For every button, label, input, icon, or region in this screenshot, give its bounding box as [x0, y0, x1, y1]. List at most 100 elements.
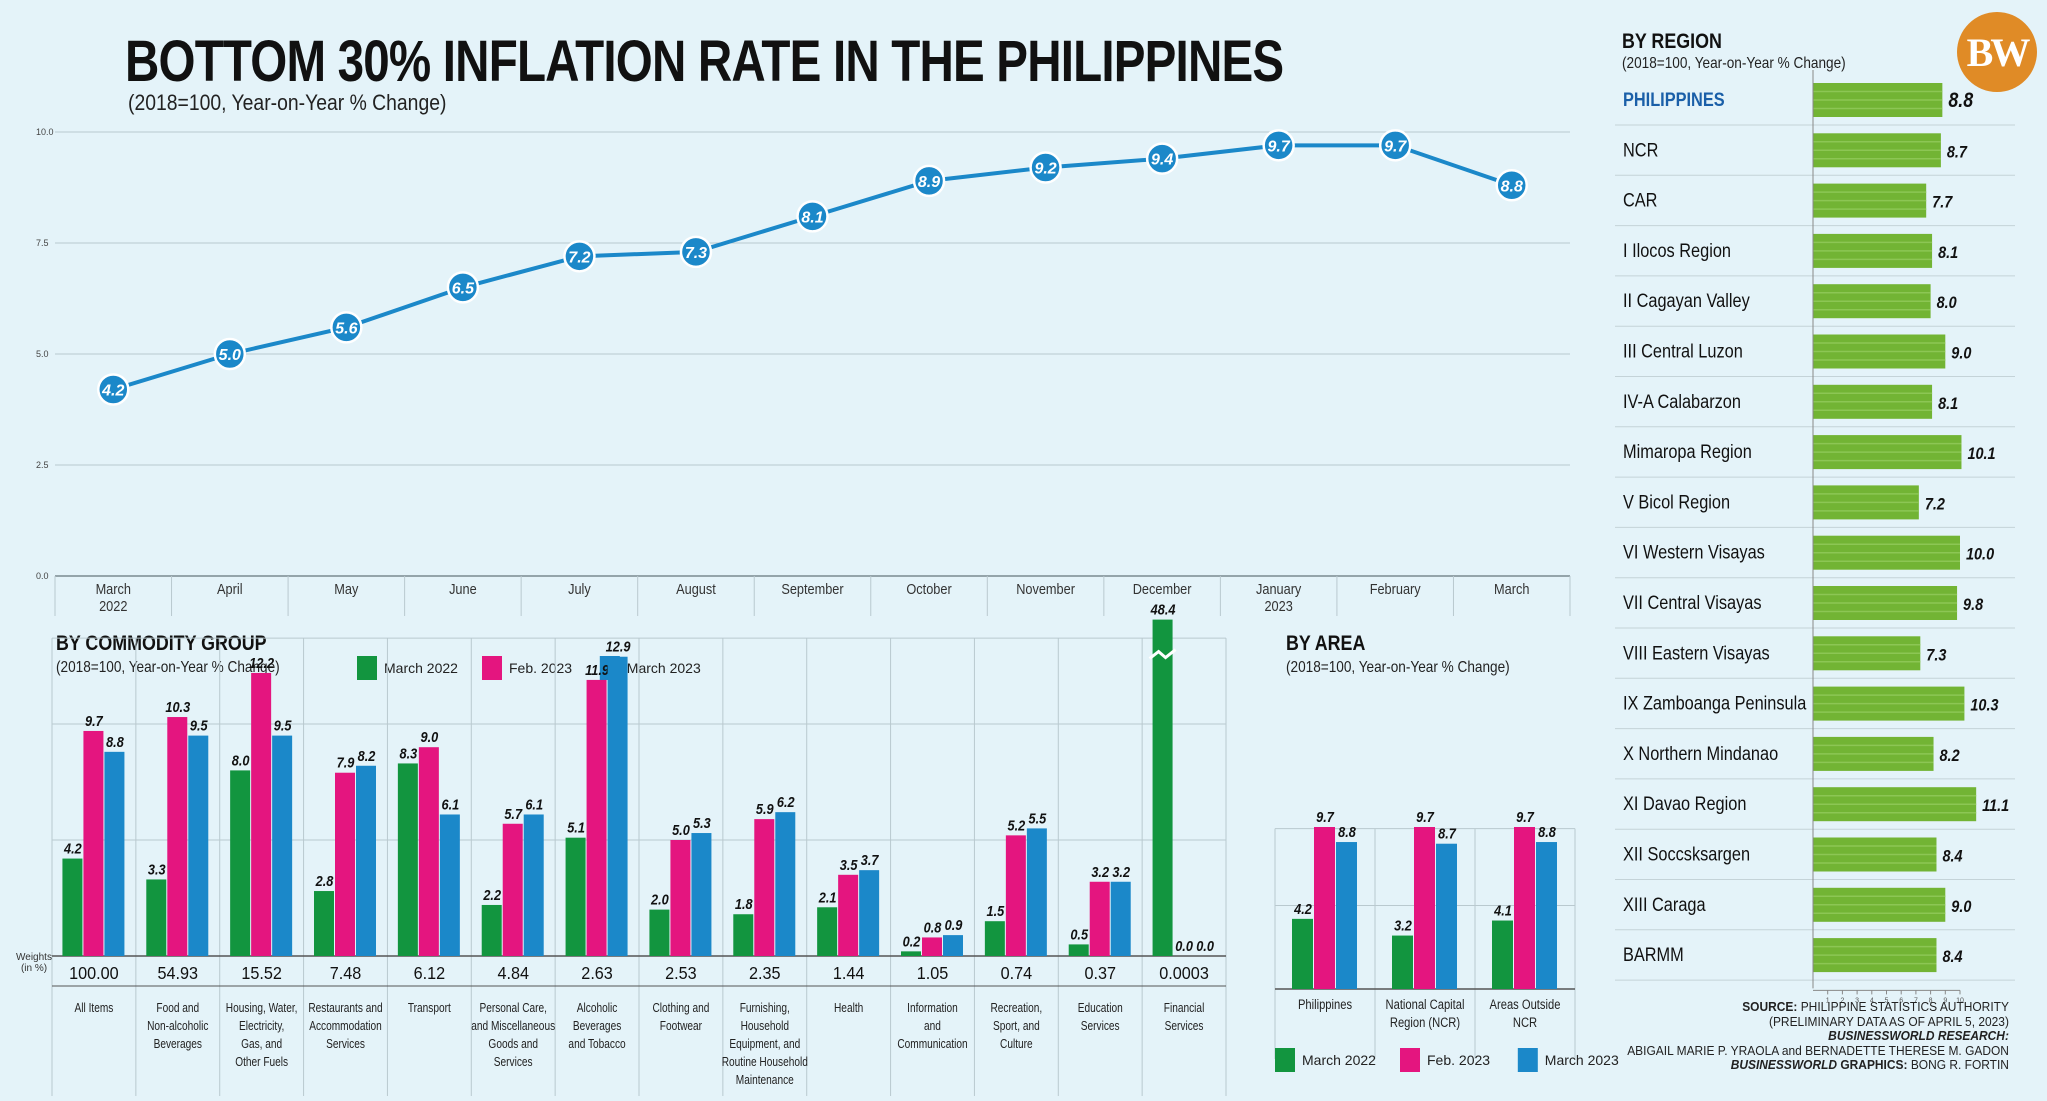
category-label: Housing, Water,: [226, 1001, 298, 1015]
data-label: 5.2: [1007, 816, 1025, 833]
y-tick-label: 10.0: [36, 127, 54, 137]
data-label: 48.4: [1150, 601, 1176, 618]
data-label: 6.1: [441, 795, 459, 812]
data-label: 5.5: [1028, 809, 1046, 826]
area-legend-label: March 2023: [1545, 1052, 1619, 1068]
area-legend-swatch: [1275, 1048, 1295, 1072]
data-label: 8.1: [1938, 244, 1958, 262]
x-tick-label: July: [568, 580, 591, 597]
category-label: Culture: [1000, 1037, 1033, 1051]
data-label: 9.7: [1268, 138, 1291, 155]
data-label: 8.8: [1501, 178, 1523, 195]
graphics-label-a: BUSINESSWORLD: [1730, 1057, 1838, 1072]
x-tick-label: 7: [1914, 997, 1918, 1004]
data-label: 8.8: [1538, 823, 1556, 840]
category-label: Recreation,: [990, 1001, 1042, 1015]
bar: [1068, 944, 1089, 956]
region-label: CAR: [1623, 189, 1657, 210]
data-label: 9.7: [1316, 808, 1335, 825]
weight-value: 1.44: [833, 963, 865, 983]
x-tick-label: 3: [1855, 997, 1859, 1004]
data-label: 3.2: [1112, 863, 1130, 880]
data-label: 5.3: [693, 814, 711, 831]
data-label: 9.0: [1951, 898, 1971, 916]
y-tick-label: 5.0: [36, 349, 49, 359]
bar: [817, 907, 838, 956]
data-label: 11.1: [1982, 797, 2009, 815]
data-label: 8.1: [801, 209, 823, 226]
bar: [62, 858, 83, 956]
x-tick-label: 2022: [99, 597, 128, 614]
data-point: [1495, 169, 1528, 202]
x-tick-label: 2: [1840, 997, 1844, 1004]
data-label: 0.0: [1175, 937, 1193, 954]
data-label: 10.1: [1967, 445, 1995, 463]
data-point: [1378, 129, 1412, 162]
data-label: 10.3: [1970, 697, 1998, 715]
category-label: Sport, and: [993, 1019, 1040, 1033]
data-label: 8.4: [1942, 847, 1962, 865]
data-label: 1.5: [986, 902, 1004, 919]
region-label: XIII Caraga: [1623, 894, 1706, 915]
data-label: 7.2: [568, 249, 590, 266]
data-label: 9.5: [190, 717, 208, 734]
category-label: Beverages: [573, 1019, 622, 1033]
data-label: 2.2: [482, 886, 501, 903]
x-tick-label: September: [781, 580, 844, 597]
data-label: 5.6: [335, 320, 357, 337]
area-legend-label: Feb. 2023: [1427, 1052, 1490, 1068]
data-label: 8.8: [1948, 89, 1973, 113]
axis-break-mark: [1148, 648, 1177, 660]
bar: [1026, 828, 1047, 956]
data-label: 8.2: [358, 747, 376, 764]
data-label: 7.9: [337, 754, 355, 771]
data-label: 6.2: [777, 793, 795, 810]
page-subtitle: (2018=100, Year-on-Year % Change): [128, 90, 447, 115]
category-label: Accommodation: [309, 1019, 382, 1033]
data-label: 7.3: [685, 245, 707, 262]
bar: [335, 772, 355, 956]
data-label: 4.1: [1493, 902, 1512, 919]
bar: [83, 730, 104, 956]
x-tick-label: 10: [1956, 997, 1964, 1004]
data-label: 9.4: [1151, 152, 1173, 169]
x-tick-label: 1: [1826, 997, 1830, 1004]
category-label: National Capital: [1386, 997, 1465, 1012]
bar: [1152, 619, 1173, 956]
page-title: BOTTOM 30% INFLATION RATE IN THE PHILIPP…: [125, 29, 1284, 94]
category-label: Information: [907, 1001, 958, 1015]
weight-value: 7.48: [330, 963, 362, 983]
region-label: X Northern Mindanao: [1623, 743, 1778, 764]
data-label: 3.2: [1091, 863, 1109, 880]
bar: [607, 656, 628, 956]
bar: [523, 814, 544, 956]
category-label: Services: [1081, 1019, 1120, 1033]
bar: [859, 870, 880, 956]
category-label: Clothing and: [652, 1001, 709, 1015]
x-tick-label: April: [217, 580, 242, 597]
x-tick-label: August: [676, 580, 716, 597]
bar: [1492, 920, 1513, 989]
category-label: Services: [1165, 1019, 1204, 1033]
x-tick-label: 4: [1870, 997, 1874, 1004]
bar: [1110, 881, 1131, 956]
category-label: Goods and: [488, 1037, 538, 1051]
bar: [439, 814, 460, 956]
category-label: Alcoholic: [577, 1001, 618, 1015]
bar: [754, 819, 775, 956]
x-tick-label: March: [96, 580, 131, 597]
data-label: 0.5: [1070, 925, 1088, 942]
weight-value: 2.53: [665, 963, 697, 983]
category-label: Gas, and: [241, 1037, 282, 1051]
data-label: 8.3: [399, 744, 417, 761]
category-label: Beverages: [154, 1037, 203, 1051]
category-label: Maintenance: [736, 1073, 794, 1087]
area-legend-label: March 2022: [1302, 1052, 1376, 1068]
commodity-legend-swatch: [357, 656, 377, 680]
category-label: Philippines: [1298, 997, 1352, 1012]
bar: [1514, 827, 1535, 989]
x-tick-label: February: [1370, 580, 1421, 597]
data-point: [213, 337, 247, 371]
x-tick-label: May: [334, 580, 358, 597]
data-label: 6.5: [452, 280, 475, 297]
